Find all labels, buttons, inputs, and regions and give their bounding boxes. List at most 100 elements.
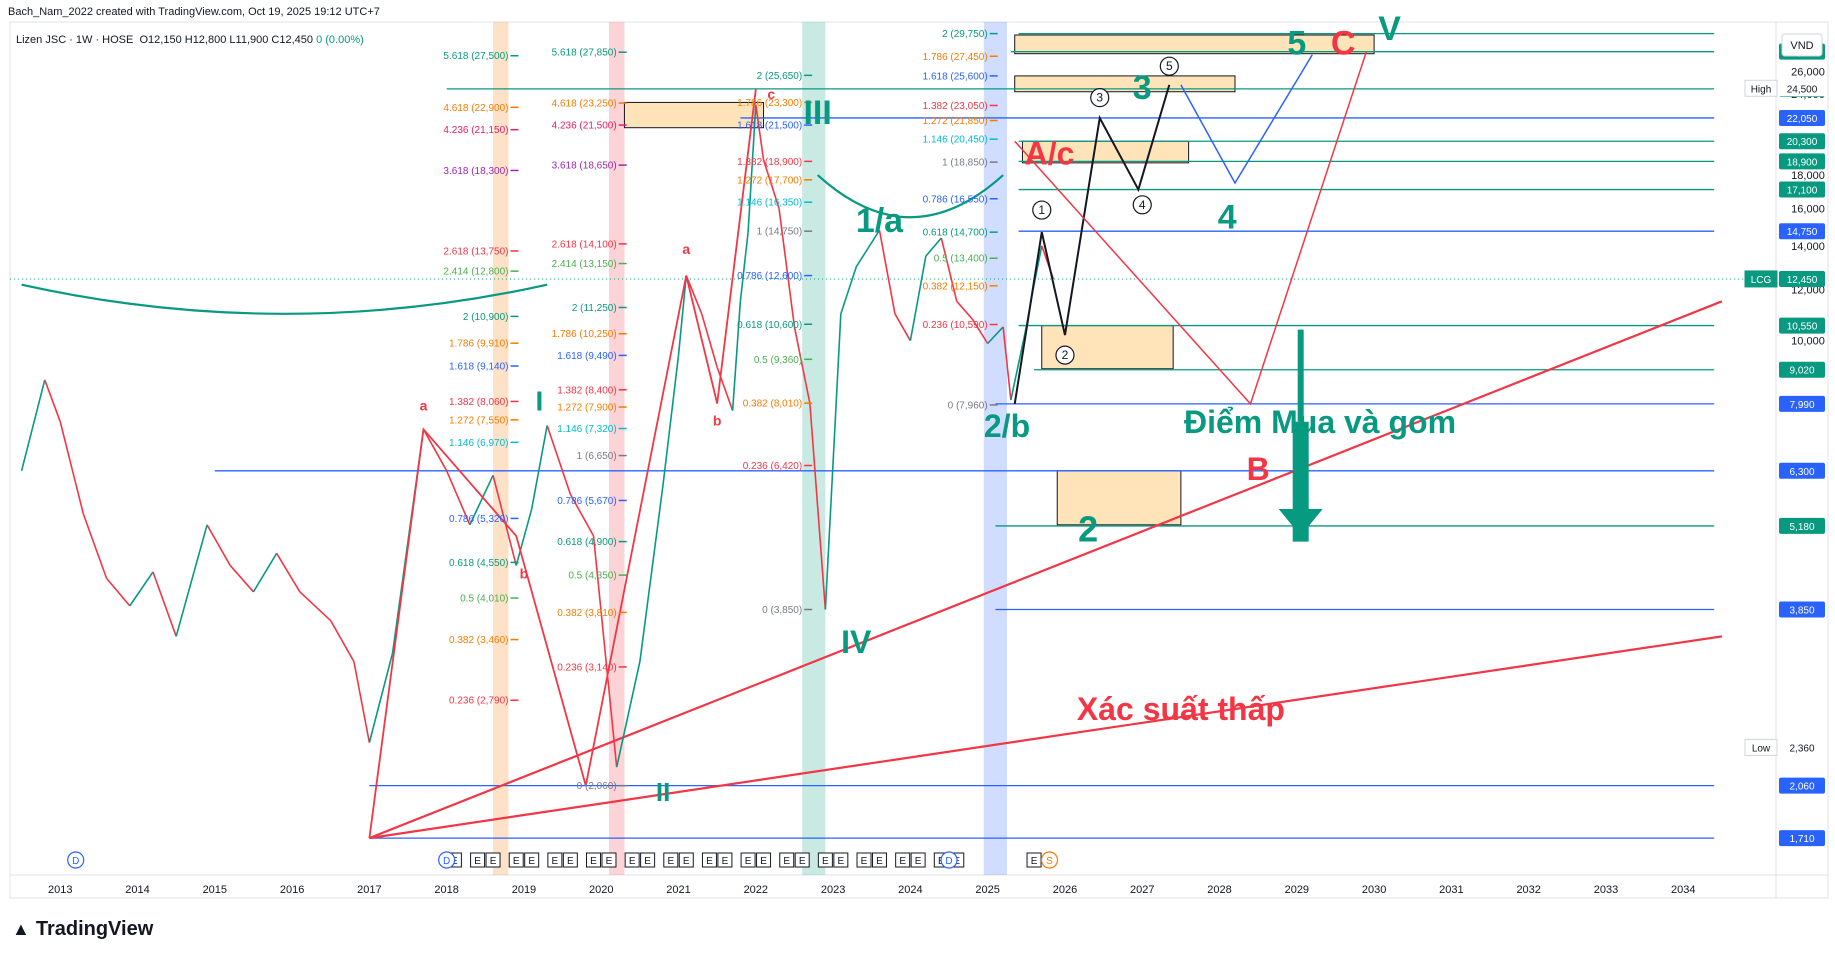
- price-pill-6[interactable]: [1779, 223, 1825, 240]
- trend-line-0[interactable]: [368, 300, 1723, 840]
- fib-label-1-4: 2.618 (14,100): [552, 239, 617, 250]
- price-segment-1: [44, 379, 61, 422]
- price-pill-13[interactable]: [1779, 601, 1825, 618]
- price-pill-14[interactable]: [1779, 777, 1825, 794]
- wave-label-6: 4: [1218, 198, 1237, 236]
- dividend-marker-1[interactable]: [438, 851, 456, 869]
- x-tick-2013: 2013: [48, 884, 72, 896]
- fib-label-3-0: 2 (29,750): [942, 29, 988, 40]
- annotation-1: Xác suất thấp: [1077, 691, 1285, 727]
- projection-impulse-path[interactable]: [1013, 84, 1171, 405]
- price-pill-8[interactable]: [1779, 317, 1825, 334]
- fib-label-2-4: 1.272 (17,700): [737, 175, 802, 186]
- wave-label-3: 3: [1133, 69, 1152, 107]
- price-pill-3[interactable]: [1779, 133, 1825, 150]
- earnings-marker-12[interactable]: [678, 852, 694, 868]
- price-pill-10[interactable]: [1779, 395, 1825, 412]
- split-marker-0[interactable]: [1040, 851, 1059, 869]
- earnings-marker-19[interactable]: [817, 852, 833, 868]
- early-wave-path[interactable]: [368, 89, 757, 839]
- earnings-marker-label-7: E: [590, 856, 597, 867]
- price-pill-15[interactable]: [1779, 830, 1825, 847]
- price-segment-32: [716, 366, 734, 411]
- y-tick-2: 14,000: [1791, 241, 1825, 253]
- price-pill-4[interactable]: [1779, 153, 1825, 170]
- price-pill-label-7: 12,450: [1787, 275, 1818, 286]
- price-segment-25: [592, 535, 618, 768]
- earnings-marker-3[interactable]: [508, 852, 524, 868]
- earnings-marker-14[interactable]: [717, 852, 733, 868]
- price-pill-2[interactable]: [1779, 109, 1825, 126]
- fib-label-1-17: 0.236 (3,140): [557, 662, 617, 673]
- earnings-marker-2[interactable]: [485, 852, 501, 868]
- earnings-marker-6[interactable]: [562, 852, 578, 868]
- target-zone-5[interactable]: [1056, 470, 1182, 526]
- earnings-marker-22[interactable]: [871, 852, 887, 868]
- earnings-marker-21[interactable]: [856, 852, 872, 868]
- earnings-marker-17[interactable]: [779, 852, 795, 868]
- earnings-marker-16[interactable]: [756, 852, 772, 868]
- price-segment-13: [330, 620, 355, 662]
- earnings-marker-label-14: E: [722, 856, 729, 867]
- subwave-circle-1: [1055, 345, 1075, 365]
- earnings-marker-7[interactable]: [586, 852, 602, 868]
- earnings-marker-4[interactable]: [524, 852, 540, 868]
- symbol-legend: Lizen JSC · 1W · HOSE O12,150 H12,800 L1…: [16, 34, 364, 46]
- x-tick-2021: 2021: [666, 884, 690, 896]
- target-zone-0[interactable]: [1014, 34, 1375, 55]
- price-segment-39: [793, 326, 811, 404]
- tradingview-logo[interactable]: ▲ TradingView: [12, 918, 153, 941]
- earnings-marker-9[interactable]: [624, 852, 640, 868]
- target-zone-2[interactable]: [623, 101, 765, 129]
- trend-line-1[interactable]: [369, 635, 1723, 840]
- price-pill-label-8: 10,550: [1787, 322, 1818, 333]
- price-pill-12[interactable]: [1779, 517, 1825, 534]
- earnings-marker-24[interactable]: [910, 852, 926, 868]
- price-segment-41: [824, 461, 834, 610]
- x-tick-2032: 2032: [1516, 884, 1540, 896]
- currency-box[interactable]: [1781, 33, 1823, 57]
- earnings-marker-8[interactable]: [601, 852, 617, 868]
- earnings-marker-15[interactable]: [740, 852, 756, 868]
- price-segment-44: [855, 229, 881, 268]
- price-pill-7[interactable]: [1779, 270, 1825, 287]
- price-pill-11[interactable]: [1779, 462, 1825, 479]
- earnings-marker-label-24: E: [915, 856, 922, 867]
- annotation-0: Điểm Mua và gom: [1184, 404, 1456, 440]
- fib-label-3-9: 0.5 (13,400): [934, 254, 988, 265]
- price-pill-label-12: 5,180: [1789, 522, 1814, 533]
- wave-label-17: b: [713, 412, 722, 428]
- projection-red-path[interactable]: [1014, 51, 1368, 406]
- earnings-marker-label-8: E: [606, 856, 613, 867]
- price-pill-5[interactable]: [1779, 181, 1825, 198]
- fib-label-0-9: 1.382 (8,060): [449, 397, 509, 408]
- target-zone-1[interactable]: [1014, 75, 1236, 93]
- fib-label-0-11: 1.146 (6,970): [449, 438, 509, 449]
- extra-tag-label-2: LCG: [1751, 275, 1772, 286]
- earnings-marker-20[interactable]: [833, 852, 849, 868]
- price-pill-9[interactable]: [1779, 361, 1825, 378]
- earnings-marker-5[interactable]: [547, 852, 563, 868]
- price-segment-15: [368, 652, 394, 743]
- fib-label-2-9: 0.5 (9,360): [754, 355, 802, 366]
- symbol-name[interactable]: Lizen JSC · 1W · HOSE: [16, 34, 134, 46]
- earnings-marker-23[interactable]: [895, 852, 911, 868]
- fib-label-3-5: 1.146 (20,450): [923, 135, 988, 146]
- wave-label-8: 2/b: [984, 408, 1030, 444]
- earnings-marker-11[interactable]: [663, 852, 679, 868]
- projection-blue-path[interactable]: [1180, 54, 1313, 185]
- extra-value-box-1: [1779, 739, 1825, 756]
- price-segment-52: [987, 326, 1004, 345]
- price-segment-6: [152, 571, 177, 637]
- dividend-marker-0[interactable]: [67, 851, 85, 869]
- wave-label-0: V: [1378, 10, 1401, 48]
- earnings-marker-13[interactable]: [701, 852, 717, 868]
- dividend-marker-label-1: D: [443, 856, 450, 867]
- price-pill-label-10: 7,990: [1789, 400, 1814, 411]
- dividend-marker-2[interactable]: [940, 851, 958, 869]
- earnings-marker-10[interactable]: [640, 852, 656, 868]
- earnings-marker-1[interactable]: [470, 852, 486, 868]
- fib-label-1-10: 1.272 (7,900): [557, 403, 617, 414]
- earnings-marker-18[interactable]: [794, 852, 810, 868]
